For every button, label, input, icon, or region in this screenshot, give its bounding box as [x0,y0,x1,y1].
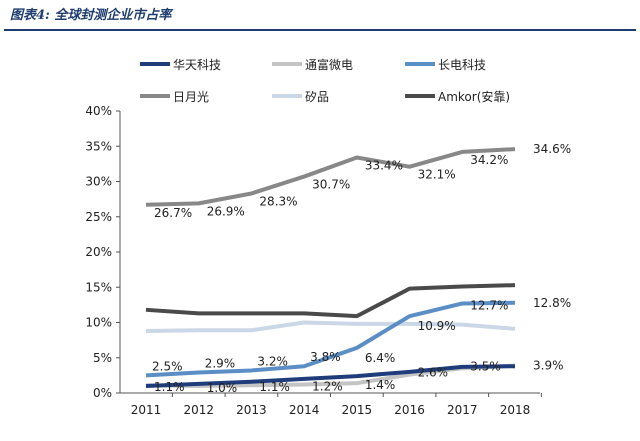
data-label: 32.1% [418,168,456,182]
series-line [145,320,516,333]
data-label: 2.5% [152,359,183,373]
y-tick-label: 15% [85,280,112,294]
legend-label: 长电科技 [438,58,486,72]
legend-label: 矽品 [305,89,329,104]
series-line [145,283,516,319]
y-tick-label: 5% [93,351,112,365]
data-label: 30.7% [312,178,350,192]
y-tick-label: 25% [85,210,112,224]
data-label: 2.6% [418,366,449,380]
x-tick-label: 2016 [394,403,425,417]
data-label: 1.1% [154,380,185,394]
data-label: 12.8% [533,296,571,310]
data-label: 28.3% [259,194,297,208]
legend-label: Amkor(安靠) [438,89,510,104]
y-tick-label: 35% [85,139,112,153]
data-label: 1.1% [259,380,290,394]
y-tick-label: 10% [85,316,112,330]
data-label: 34.2% [470,153,508,167]
x-tick-label: 2015 [342,403,373,417]
data-label: 6.4% [365,351,396,365]
data-label: 3.9% [533,359,564,373]
title-divider [4,29,636,31]
data-label: 26.9% [207,204,245,218]
data-label: 1.2% [312,380,343,394]
x-tick-label: 2014 [289,403,320,417]
data-label: 33.4% [365,159,403,173]
figure-title: 图表4: 全球封测企业市占率 [10,8,172,23]
data-label: 1.4% [365,378,396,392]
y-tick-label: 30% [85,175,112,189]
legend-label: 通富微电 [305,57,353,72]
series-line [145,300,516,378]
data-label: 1.0% [207,381,238,395]
data-label: 3.5% [470,359,501,373]
data-label: 3.2% [257,354,288,368]
legend-label: 华天科技 [173,58,221,72]
x-tick-label: 2011 [131,403,162,417]
x-tick-label: 2017 [447,403,478,417]
data-label: 34.6% [533,142,571,156]
x-tick-label: 2013 [236,403,267,417]
legend-label: 日月光 [173,90,209,104]
x-tick-label: 2012 [183,403,214,417]
series-line [145,147,516,207]
x-tick-label: 2018 [500,403,531,417]
data-label: 10.9% [418,319,456,333]
series-line [145,364,516,388]
data-label: 2.9% [205,357,236,371]
data-label: 12.7% [470,298,508,312]
y-tick-label: 40% [85,104,112,118]
data-label: 3.8% [310,350,341,364]
data-label: 26.7% [154,206,192,220]
y-tick-label: 0% [93,386,112,400]
y-tick-label: 20% [85,245,112,259]
